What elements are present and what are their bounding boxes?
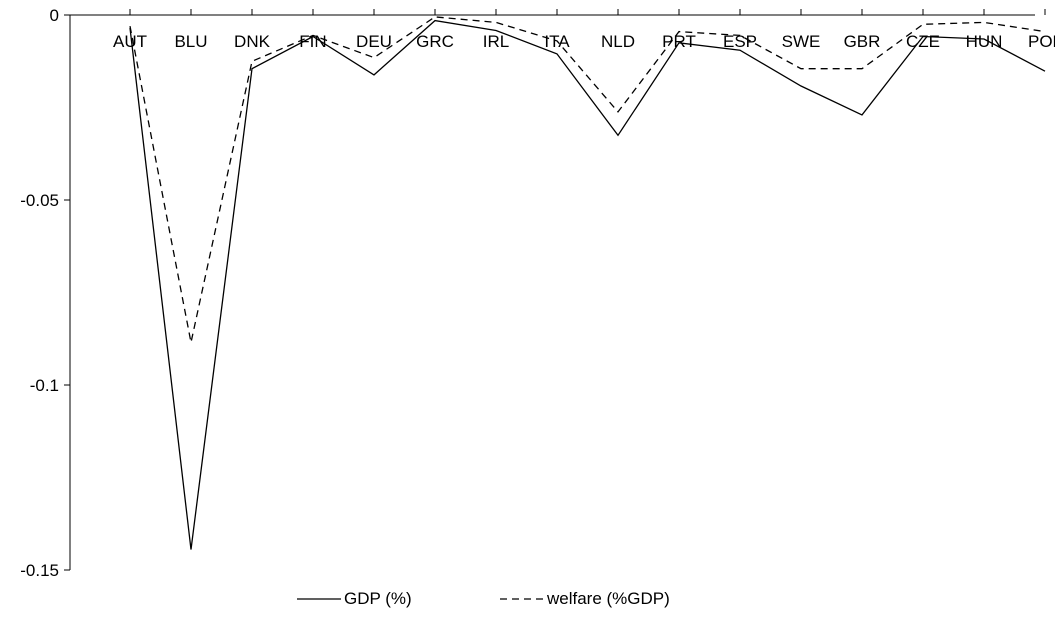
series-line-gdp	[129, 19, 1046, 550]
x-category-label: BLU	[174, 32, 207, 51]
x-category-label: CZE	[906, 32, 940, 51]
x-category-label: ESP	[723, 32, 757, 51]
y-tick-label: -0.05	[20, 191, 59, 210]
legend-label: welfare (%GDP)	[546, 589, 670, 608]
x-category-label: HUN	[966, 32, 1003, 51]
x-category-label: PRT	[662, 32, 696, 51]
legend: GDP (%) welfare (%GDP)	[297, 589, 670, 608]
y-tick-label: -0.1	[30, 376, 59, 395]
y-tick-label: -0.15	[20, 561, 59, 580]
axes: 0 -0.05 -0.1 -0.15	[20, 6, 1046, 580]
x-category-label: DEU	[356, 32, 392, 51]
legend-label: GDP (%)	[344, 589, 412, 608]
x-category-label: NLD	[601, 32, 635, 51]
x-category-label: IRL	[483, 32, 509, 51]
x-category-label: SWE	[782, 32, 821, 51]
series-lines	[129, 16, 1046, 550]
y-tick-label: 0	[50, 6, 59, 25]
x-category-label: GRC	[416, 32, 454, 51]
x-category-label: POL	[1028, 32, 1055, 51]
x-category-label: FIN	[299, 32, 326, 51]
x-category-label: GBR	[844, 32, 881, 51]
x-category-label: DNK	[234, 32, 271, 51]
category-labels: AUT BLU DNK FIN DEU GRC IRL ITA NLD PRT ESP SWE GBR C…	[113, 32, 1055, 51]
x-category-label: AUT	[113, 32, 147, 51]
series-line-welfare	[129, 16, 1046, 343]
